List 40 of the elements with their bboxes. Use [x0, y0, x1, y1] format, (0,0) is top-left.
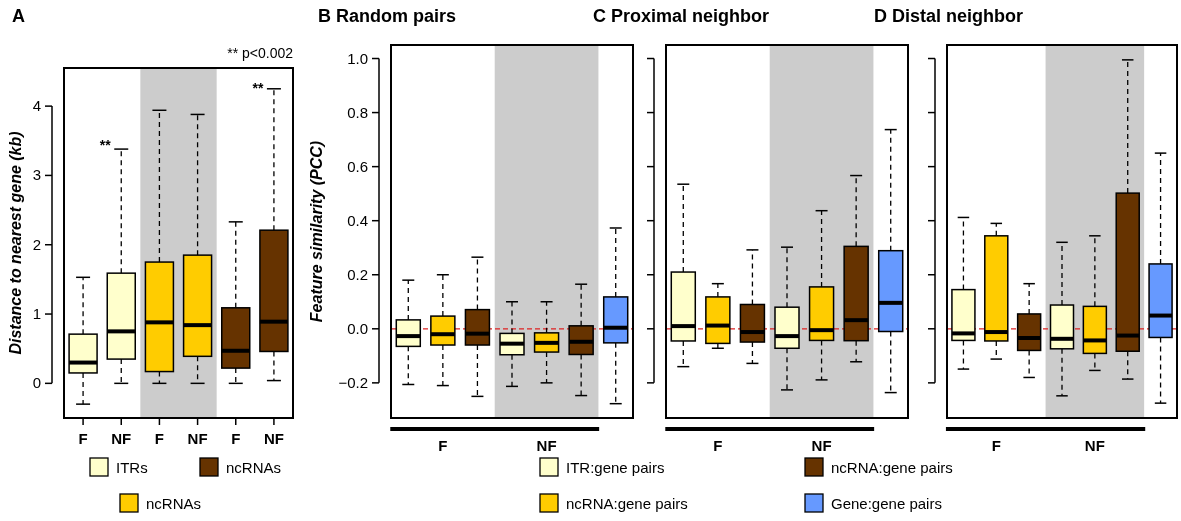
x-tick-label: NF	[536, 437, 557, 454]
legend-label: ncRNAs	[226, 459, 282, 476]
legend-label: ncRNA:gene pairs	[566, 495, 688, 512]
y-tick-label: 4	[32, 97, 41, 115]
y-tick-label: 0.4	[347, 211, 368, 229]
y-tick-label: 1	[32, 305, 41, 323]
x-tick-label: NF	[263, 430, 284, 447]
legend-label: ncRNA:gene pairs	[831, 459, 953, 476]
annotation: **	[99, 137, 112, 154]
legend-label: ITRs	[116, 459, 148, 476]
y-tick-label: 0.0	[347, 319, 368, 337]
text: ** p<0.002	[227, 45, 294, 61]
y-tick-label: 0.6	[347, 157, 368, 175]
x-tick-label: F	[991, 437, 1001, 454]
x-tick-label: NF	[1084, 437, 1105, 454]
y-tick-label: −0.2	[338, 373, 368, 391]
x-tick-label: F	[231, 430, 241, 447]
y-tick-label: 0.2	[347, 265, 368, 283]
y-tick-label: 0	[32, 374, 41, 392]
x-tick-label: F	[78, 430, 88, 447]
y-tick-label: 3	[32, 166, 41, 184]
y-axis-title: Feature similarity (PCC)	[308, 140, 325, 323]
y-tick-label: 2	[32, 235, 41, 253]
x-tick-label: NF	[111, 430, 132, 447]
x-tick-label: F	[154, 430, 164, 447]
x-tick-label: F	[713, 437, 723, 454]
chart-title: D Distal neighbor	[874, 6, 1024, 26]
legend-label: ncRNAs	[146, 495, 202, 512]
legend-label: Gene:gene pairs	[831, 495, 942, 512]
y-tick-label: 0.8	[347, 103, 368, 121]
y-tick-label: 1.0	[347, 49, 368, 67]
annotation: **	[252, 80, 264, 96]
x-tick-label: NF	[811, 437, 832, 454]
chart-title: B Random pairs	[318, 6, 457, 26]
chart-title: C Proximal neighbor	[593, 6, 770, 26]
x-tick-label: NF	[187, 430, 208, 447]
legend-label: ITR:gene pairs	[566, 459, 665, 476]
x-tick-label: F	[438, 437, 448, 454]
y-axis-title: Distance to nearest gene (kb)	[6, 131, 24, 355]
chart-title: A	[12, 6, 25, 26]
